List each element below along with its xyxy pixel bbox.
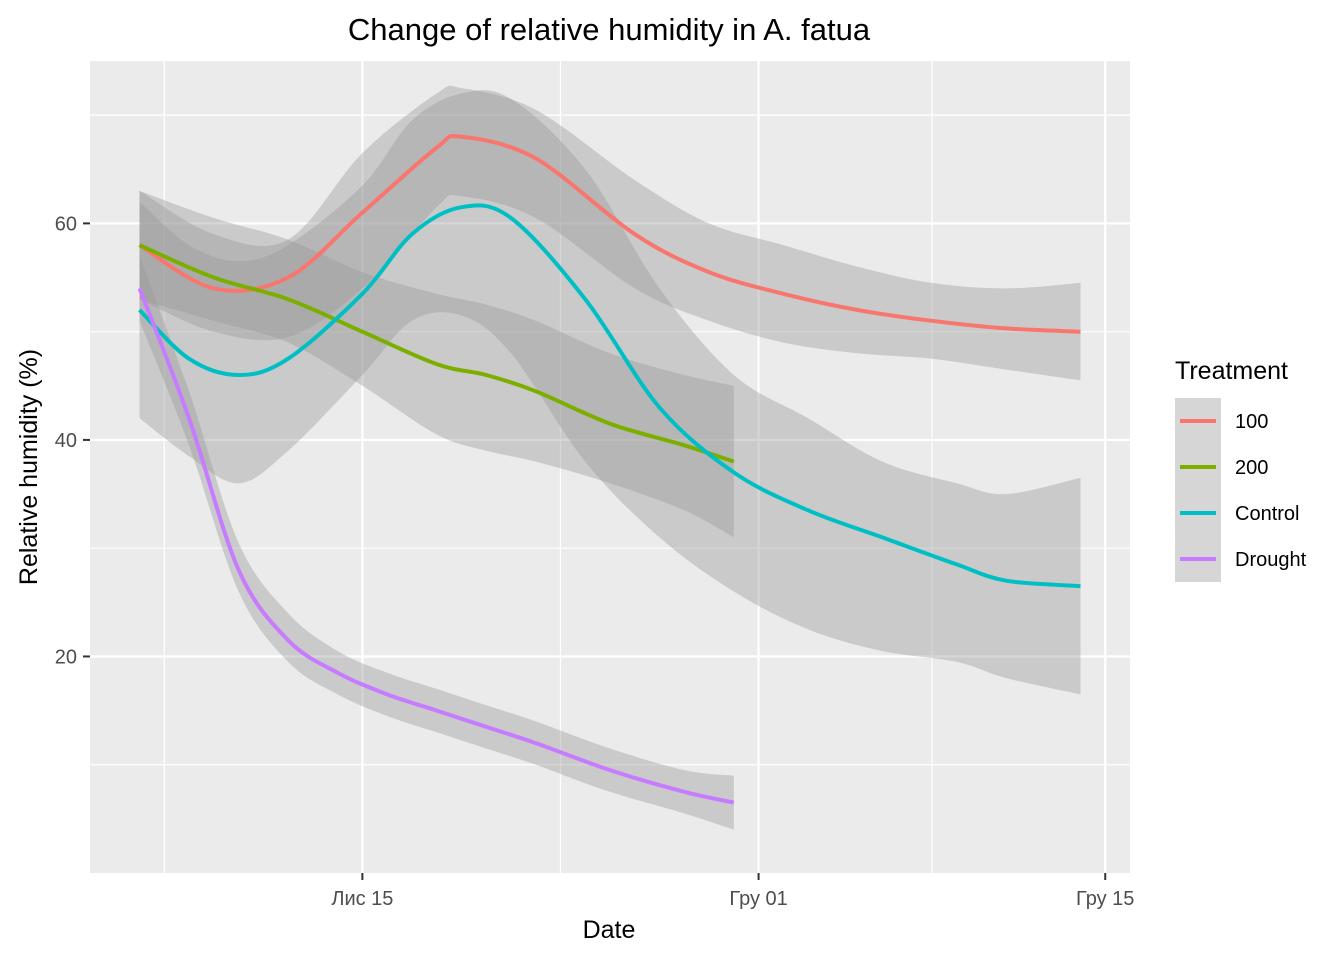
y-tick-label: 60 xyxy=(55,213,77,235)
series-line-control xyxy=(138,203,1081,589)
series-line-drought xyxy=(137,287,735,805)
y-axis-title: Relative humidity (%) xyxy=(15,349,43,585)
legend-label: 200 xyxy=(1235,457,1268,479)
y-tick-label: 40 xyxy=(55,430,77,452)
series-line-200 xyxy=(138,243,735,464)
legend-title: Treatment xyxy=(1175,357,1288,385)
x-tick-label: Лис 15 xyxy=(331,888,393,910)
chart-title: Change of relative humidity in A. fatua xyxy=(348,12,871,47)
ribbon-control xyxy=(139,90,1081,695)
legend-label: Control xyxy=(1235,503,1299,525)
ribbon-drought xyxy=(139,255,734,830)
x-tick-label: Гру 15 xyxy=(1076,888,1134,910)
series-line-100 xyxy=(138,133,1081,334)
legend: Treatment 100 200 Control Drought xyxy=(1175,357,1307,582)
legend-label: 100 xyxy=(1235,411,1268,433)
plot-panel xyxy=(90,61,1130,873)
legend-label: Drought xyxy=(1235,549,1307,571)
y-axis: 20 40 60 xyxy=(55,213,90,668)
x-axis-title: Date xyxy=(583,916,636,944)
x-axis: Лис 15 Гру 01 Гру 15 xyxy=(331,873,1134,910)
y-tick-label: 20 xyxy=(55,646,77,668)
grid-major xyxy=(90,61,1130,873)
series-lines xyxy=(137,133,1081,805)
x-tick-label: Гру 01 xyxy=(729,888,787,910)
